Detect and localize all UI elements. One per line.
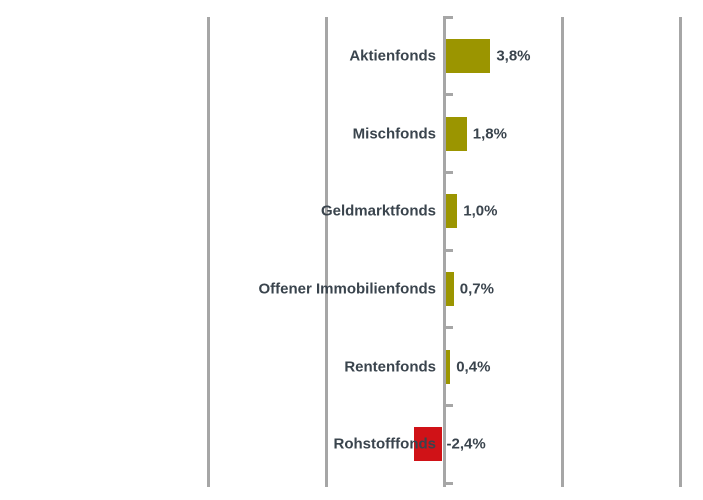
value-label-offener-immobilienfonds: 0,7% [459,280,494,298]
category-label-offener-immobilienfonds: Offener Immobilienfonds [258,280,436,298]
zero-axis-line [442,17,446,487]
axis-tick [442,481,453,485]
category-label-rentenfonds: Rentenfonds [344,358,436,375]
axis-tick [442,15,453,19]
axis-tick [442,248,453,252]
value-label-geldmarktfonds: 1,0% [463,202,498,220]
axis-tick [442,170,453,174]
bar-offener-immobilienfonds [445,271,454,306]
value-label-rohstofffonds: -2,4% [446,435,486,453]
axis-tick [442,93,453,97]
value-label-rentenfonds: 0,4% [456,358,491,375]
category-label-mischfonds: Mischfonds [352,125,436,142]
bar-geldmarktfonds [445,194,458,229]
bar-rentenfonds [445,349,451,384]
axis-tick [442,403,453,407]
gridline [206,17,210,487]
bar-aktienfonds [445,38,491,73]
category-label-geldmarktfonds: Geldmarktfonds [320,202,436,220]
gridline [560,17,564,487]
gridline [678,17,682,487]
category-label-aktienfonds: Aktienfonds [349,47,436,65]
value-label-mischfonds: 1,8% [472,125,507,142]
axis-tick [442,326,453,330]
bar-rohstofffonds [414,427,443,462]
bar-mischfonds [445,116,467,151]
gridline [324,17,328,487]
value-label-aktienfonds: 3,8% [496,47,531,65]
category-label-rohstofffonds: Rohstofffonds [333,435,436,453]
